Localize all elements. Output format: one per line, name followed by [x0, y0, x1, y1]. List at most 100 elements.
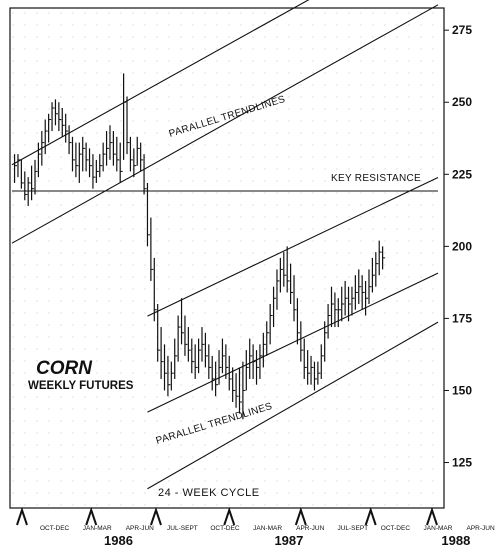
- price-bar: [95, 159, 99, 183]
- price-bar: [344, 280, 348, 316]
- quarter-label: OCT-DEC: [381, 525, 411, 532]
- price-bar: [44, 119, 48, 155]
- price-bar: [191, 338, 195, 374]
- price-bar: [361, 275, 365, 310]
- cycle-marker: [16, 506, 28, 526]
- price-bar: [133, 148, 137, 178]
- key-resistance-label: KEY RESISTANCE: [331, 173, 421, 184]
- quarter-label: APR-JUN: [126, 525, 154, 532]
- chart-title: CORN: [36, 358, 93, 379]
- price-bar: [24, 171, 28, 201]
- price-bar: [211, 355, 215, 391]
- price-bar: [382, 246, 386, 270]
- price-bar: [136, 136, 140, 166]
- quarter-label: APR-JUN: [467, 525, 495, 532]
- price-bar: [347, 286, 352, 322]
- price-bar: [293, 275, 297, 322]
- price-bar: [167, 355, 171, 397]
- price-bar: [364, 280, 369, 316]
- price-bar: [300, 321, 304, 362]
- cycle-marker: [85, 506, 98, 526]
- price-bar: [37, 142, 41, 178]
- price-bar: [303, 338, 307, 379]
- price-bar: [58, 102, 62, 132]
- price-bar: [228, 355, 232, 391]
- price-bar: [249, 338, 253, 379]
- price-bar: [368, 269, 372, 304]
- price-bar: [140, 142, 144, 172]
- price-tick-label: 200: [452, 239, 472, 253]
- price-bar: [68, 125, 72, 155]
- quarter-label: OCT-DEC: [210, 525, 240, 532]
- price-bar: [266, 321, 270, 356]
- quarter-label: JAN-MAR: [424, 525, 453, 532]
- price-bar: [235, 373, 239, 408]
- price-bar: [116, 136, 120, 172]
- price-bar: [262, 332, 266, 368]
- price-bar: [313, 361, 317, 391]
- price-bar: [204, 332, 208, 368]
- price-bar: [71, 136, 75, 172]
- price-bar: [324, 321, 328, 362]
- price-bar: [129, 136, 133, 172]
- price-bar: [85, 142, 89, 172]
- price-bar: [20, 159, 24, 189]
- price-bar: [351, 286, 355, 316]
- price-bar: [225, 344, 229, 379]
- cycle-markers: [16, 506, 438, 526]
- quarter-label: APR-JUN: [296, 525, 324, 532]
- price-bar: [283, 252, 287, 287]
- price-bar: [232, 367, 236, 402]
- price-bars: [13, 73, 386, 420]
- price-tick-label: 250: [452, 95, 472, 109]
- price-bar: [112, 131, 116, 166]
- price-tick-label: 175: [452, 311, 472, 325]
- price-bar: [102, 142, 106, 172]
- price-bar: [215, 361, 219, 397]
- price-bar: [160, 327, 164, 379]
- year-label: 1986: [104, 533, 133, 548]
- price-bar: [51, 102, 55, 132]
- cycle-marker: [150, 506, 162, 526]
- price-bar: [242, 361, 246, 420]
- price-bar: [330, 286, 334, 328]
- price-tick-label: 225: [452, 167, 472, 181]
- price-bar: [99, 154, 103, 178]
- plot-frame: [9, 7, 445, 509]
- price-bar: [75, 142, 79, 178]
- price-tick-label: 150: [452, 383, 472, 397]
- price-bar: [208, 344, 212, 379]
- price-bar: [358, 269, 362, 304]
- price-bar: [153, 257, 157, 322]
- quarter-label: JAN-MAR: [83, 525, 112, 532]
- upper-channel-trendline: [11, 0, 310, 166]
- cycle-marker: [364, 506, 377, 526]
- price-bar: [27, 177, 31, 206]
- price-bar: [78, 142, 82, 183]
- price-bar: [126, 96, 130, 155]
- price-bar: [378, 240, 382, 276]
- quarter-label: OCT-DEC: [40, 525, 70, 532]
- price-bar: [320, 344, 324, 379]
- price-bar: [245, 350, 249, 391]
- price-bar: [269, 304, 273, 345]
- price-bar: [123, 73, 127, 160]
- price-bar: [296, 298, 300, 345]
- lower-channel-trendline: [147, 176, 439, 317]
- quarter-label: JUL-SEPT: [167, 525, 198, 532]
- price-bar: [150, 217, 154, 281]
- cycle-marker: [223, 506, 236, 526]
- price-bar: [197, 338, 202, 374]
- quarter-labels: OCT-DEC JAN-MAR APR-JUN JUL-SEPT OCT-DEC JAN-…: [40, 525, 495, 532]
- cycle-marker: [294, 506, 307, 526]
- price-bar: [105, 131, 110, 166]
- price-bar: [88, 148, 93, 178]
- price-bar: [34, 159, 38, 195]
- price-bar: [194, 344, 198, 379]
- quarter-label: JUL-SEPT: [337, 525, 368, 532]
- upper-channel-trendline: [11, 4, 439, 244]
- price-bar: [30, 165, 35, 201]
- lower-channel-trendline: [147, 272, 439, 413]
- cycle-label: 24 - WEEK CYCLE: [158, 487, 260, 499]
